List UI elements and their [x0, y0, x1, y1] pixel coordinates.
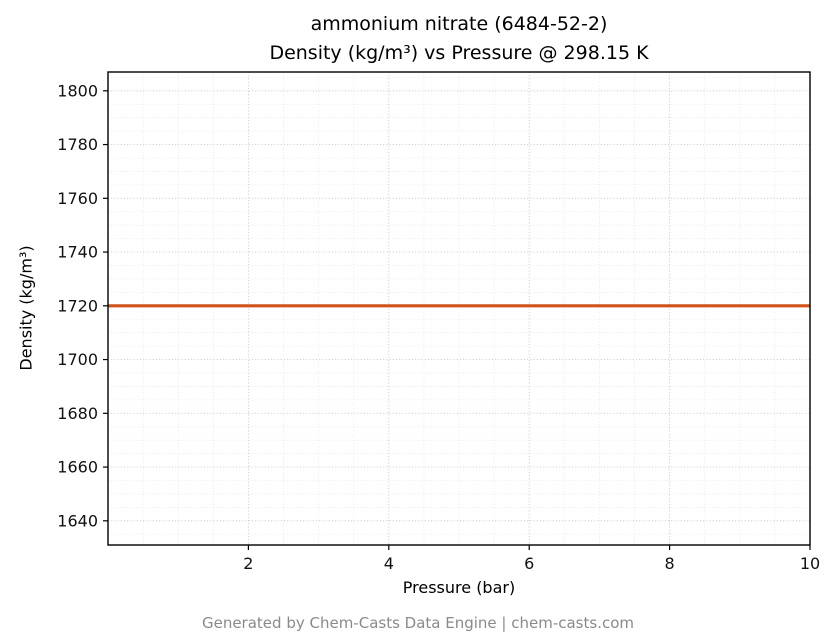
y-tick-label: 1700	[57, 350, 98, 369]
watermark-footer: Generated by Chem-Casts Data Engine | ch…	[201, 614, 635, 632]
chart-title: ammonium nitrate (6484-52-2) Density (kg…	[98, 10, 820, 67]
chart-title-line2: Density (kg/m³) vs Pressure @ 298.15 K	[269, 41, 649, 64]
y-tick-label: 1780	[57, 135, 98, 154]
y-tick-label: 1680	[57, 404, 98, 423]
minor-grid	[107, 72, 811, 545]
x-tick-label: 10	[800, 554, 820, 573]
x-tick-label: 2	[243, 554, 253, 573]
y-tick-label: 1660	[57, 458, 98, 477]
y-axis-label: Density (kg/m³)	[16, 245, 36, 371]
x-axis-label: Pressure (bar)	[402, 578, 516, 597]
y-tick-label: 1720	[57, 296, 98, 315]
axes-group: 2 4 6 8 10 1640 1660 1680 1700 1720 1740 1760 1780 18…	[57, 71, 820, 573]
x-tick-label: 4	[384, 554, 394, 573]
y-tick-label: 1760	[57, 189, 98, 208]
x-tick-label: 6	[524, 554, 534, 573]
plot-frame	[107, 71, 811, 546]
y-tick-label: 1640	[57, 511, 98, 530]
y-tick-label: 1800	[57, 81, 98, 100]
chart-title-line1: ammonium nitrate (6484-52-2)	[310, 13, 608, 35]
x-tick-label: 8	[665, 554, 675, 573]
y-tick-label: 1740	[57, 243, 98, 262]
